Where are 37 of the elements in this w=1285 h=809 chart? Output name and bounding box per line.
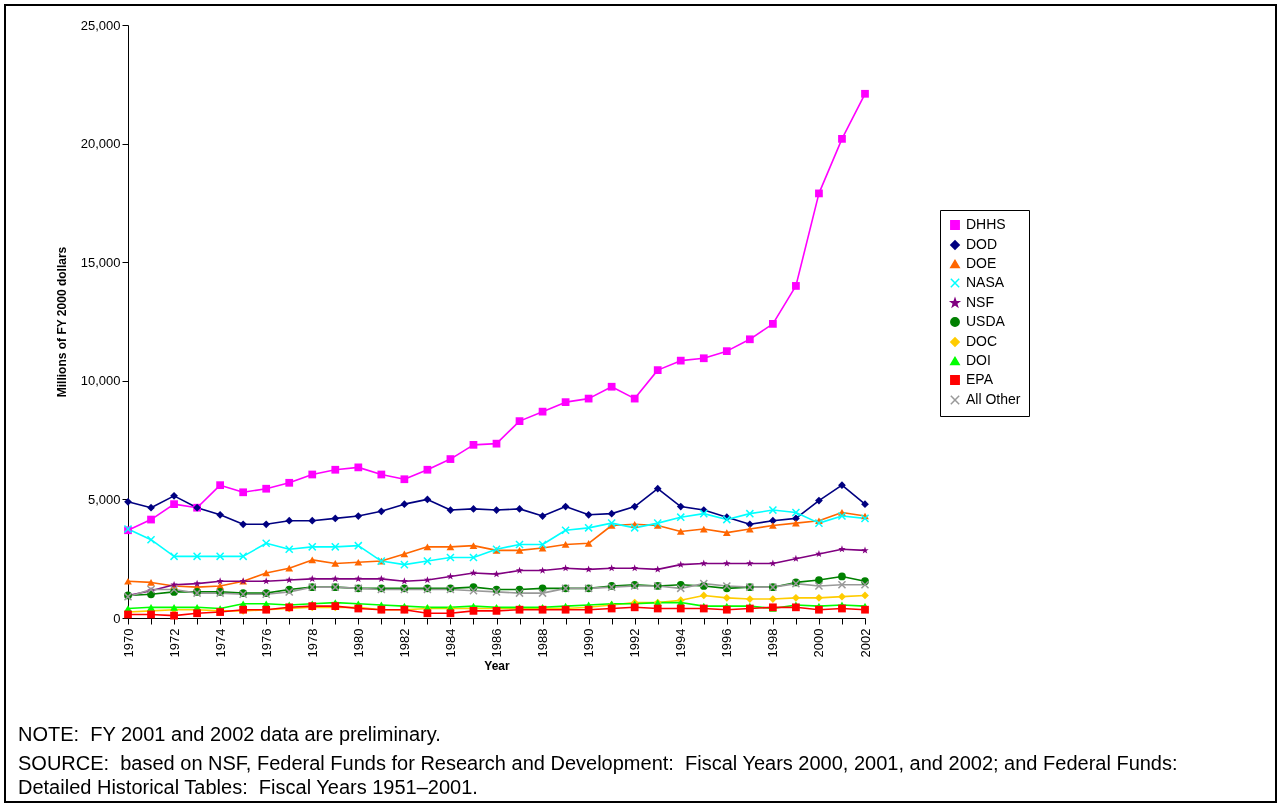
legend-label: All Other — [966, 391, 1021, 407]
text: NOTE: FY 2001 and 2002 data are preliminary. — [18, 722, 442, 746]
y-tick-label: 15,000 — [80, 254, 121, 270]
y-tick-label: 5,000 — [87, 491, 121, 507]
x-tick-label: 1982 — [396, 628, 412, 658]
x-tick-label: 1992 — [627, 628, 643, 658]
x-tick-label: 1988 — [535, 628, 551, 658]
legend-label: NASA — [966, 274, 1005, 290]
x-tick-label: 2000 — [811, 628, 827, 658]
x-tick-label: 1978 — [304, 628, 320, 658]
legend-label: DOE — [966, 255, 997, 271]
x-tick-label: 1976 — [258, 628, 274, 658]
x-tick-label: 1998 — [765, 628, 781, 658]
y-tick-label: 10,000 — [80, 373, 121, 389]
x-axis-title: Year — [484, 659, 511, 674]
x-tick-label: 1996 — [719, 628, 735, 658]
legend-label: DHHS — [966, 216, 1006, 232]
y-tick-label: 0 — [113, 610, 121, 626]
legend-label: DOI — [966, 352, 991, 368]
legend-label: NSF — [966, 294, 994, 310]
legend-label: DOC — [966, 333, 998, 349]
source-note: SOURCE: based on NSF, Federal Funds for Research and Development: Fiscal Years 2000, 2001, and 2002; and Federal Funds: Detailed Historical Tables: Fiscal Years 1951–2001. — [18, 751, 1179, 799]
x-tick-label: 1994 — [673, 628, 689, 658]
y-tick-label: 25,000 — [80, 17, 121, 33]
y-tick-label: 20,000 — [80, 136, 121, 152]
legend-label: EPA — [966, 371, 994, 387]
y-axis-title: Millions of FY 2000 dollars — [54, 246, 69, 398]
x-tick-label: 1970 — [120, 628, 136, 658]
x-tick-label: 1980 — [350, 628, 366, 658]
x-tick-label: 1974 — [212, 628, 228, 658]
x-tick-label: 1990 — [581, 628, 597, 658]
x-tick-label: 1986 — [489, 628, 504, 658]
legend-label: USDA — [966, 313, 1006, 329]
x-tick-label: 2002 — [857, 628, 873, 658]
legend-label: DOD — [966, 236, 998, 252]
x-tick-label: 1972 — [166, 628, 182, 658]
x-tick-label: 1984 — [442, 628, 458, 658]
